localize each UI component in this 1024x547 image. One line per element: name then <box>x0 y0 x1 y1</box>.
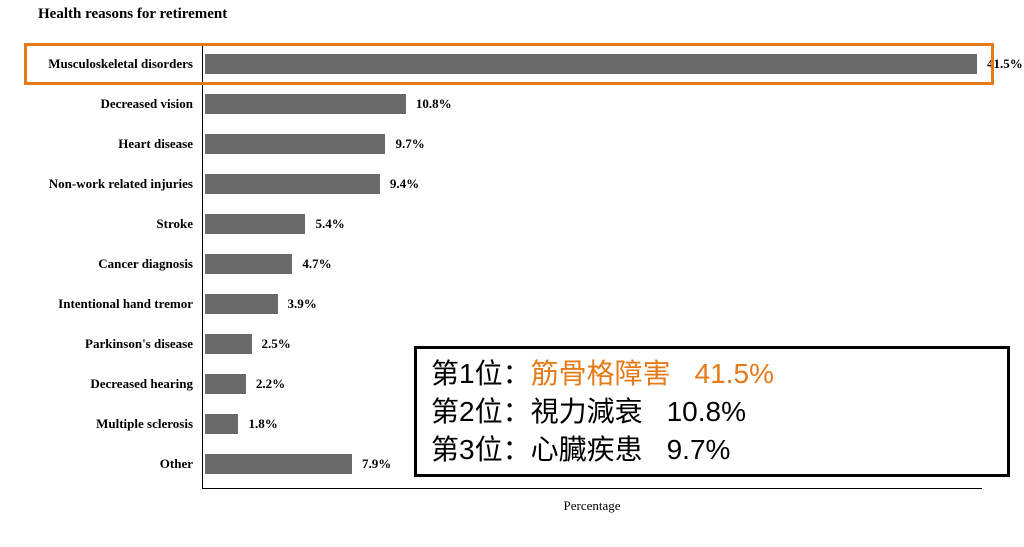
row-label: Decreased vision <box>27 97 193 111</box>
row-label: Other <box>27 457 193 471</box>
bar-value: 4.7% <box>302 256 331 272</box>
row-label: Heart disease <box>27 137 193 151</box>
x-axis-label: Percentage <box>563 498 620 514</box>
bar <box>205 374 246 394</box>
overlay-name: 心臓疾患 <box>531 431 643 469</box>
bar <box>205 254 292 274</box>
bar-value: 9.4% <box>390 176 419 192</box>
overlay-line: 第2位：視力減衰 10.8% <box>431 393 993 431</box>
bar-value: 1.8% <box>248 416 277 432</box>
row-label: Non-work related injuries <box>27 177 193 191</box>
bar-value: 41.5% <box>987 56 1023 72</box>
overlay-name: 筋骨格障害 <box>531 355 671 393</box>
bar <box>205 214 305 234</box>
row-label: Multiple sclerosis <box>27 417 193 431</box>
row-label: Stroke <box>27 217 193 231</box>
row-label: Cancer diagnosis <box>27 257 193 271</box>
bar <box>205 134 385 154</box>
bar-value: 2.5% <box>262 336 291 352</box>
row-label: Parkinson's disease <box>27 337 193 351</box>
bar-value: 7.9% <box>362 456 391 472</box>
row-label: Decreased hearing <box>27 377 193 391</box>
bar-value: 5.4% <box>315 216 344 232</box>
overlay-rank: 第3位： <box>431 431 531 469</box>
bar-value: 3.9% <box>288 296 317 312</box>
bar <box>205 294 278 314</box>
bar <box>205 54 977 74</box>
overlay-pct: 41.5% <box>695 355 774 393</box>
overlay-rank: 第2位： <box>431 393 531 431</box>
overlay-line: 第1位：筋骨格障害 41.5% <box>431 355 993 393</box>
overlay-line: 第3位：心臓疾患 9.7% <box>431 431 993 469</box>
bar-value: 9.7% <box>395 136 424 152</box>
chart-row: Stroke 5.4% <box>27 204 983 244</box>
bar <box>205 94 406 114</box>
row-label: Musculoskeletal disorders <box>27 57 193 71</box>
bar <box>205 414 238 434</box>
bar <box>205 174 380 194</box>
chart-row: Non-work related injuries 9.4% <box>27 164 983 204</box>
chart-title: Health reasons for retirement <box>38 6 227 23</box>
bar <box>205 454 352 474</box>
overlay-rank: 第1位： <box>431 355 531 393</box>
chart-row: Intentional hand tremor 3.9% <box>27 284 983 324</box>
chart-row: Heart disease 9.7% <box>27 124 983 164</box>
bar-value: 2.2% <box>256 376 285 392</box>
chart-row: Cancer diagnosis 4.7% <box>27 244 983 284</box>
bar-value: 10.8% <box>416 96 452 112</box>
page: Health reasons for retirement Musculoske… <box>0 0 1024 547</box>
bar <box>205 334 252 354</box>
chart-row: Decreased vision 10.8% <box>27 84 983 124</box>
row-label: Intentional hand tremor <box>27 297 193 311</box>
overlay-name: 視力減衰 <box>531 393 643 431</box>
ranking-overlay: 第1位：筋骨格障害 41.5% 第2位：視力減衰 10.8% 第3位：心臓疾患 9.7% <box>414 346 1010 477</box>
overlay-pct: 10.8% <box>667 393 746 431</box>
overlay-pct: 9.7% <box>667 431 731 469</box>
chart-row: Musculoskeletal disorders41.5% <box>27 44 983 84</box>
